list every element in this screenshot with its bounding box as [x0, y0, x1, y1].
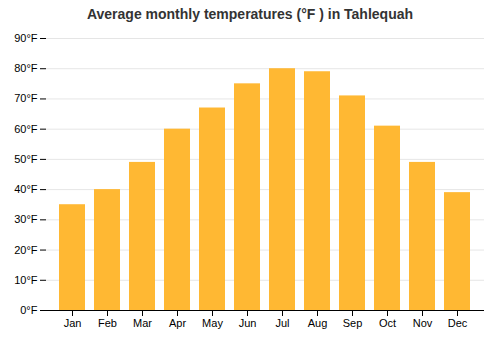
svg-text:30°F: 30°F — [14, 213, 38, 225]
svg-text:Jan: Jan — [64, 317, 82, 329]
svg-text:Jun: Jun — [239, 317, 257, 329]
svg-text:20°F: 20°F — [14, 244, 38, 256]
svg-text:40°F: 40°F — [14, 183, 38, 195]
svg-text:Feb: Feb — [98, 317, 117, 329]
svg-text:May: May — [202, 317, 223, 329]
svg-text:Mar: Mar — [133, 317, 152, 329]
svg-text:Apr: Apr — [169, 317, 186, 329]
svg-text:50°F: 50°F — [14, 153, 38, 165]
svg-text:70°F: 70°F — [14, 92, 38, 104]
svg-text:Nov: Nov — [413, 317, 433, 329]
svg-text:Oct: Oct — [379, 317, 396, 329]
svg-text:80°F: 80°F — [14, 62, 38, 74]
svg-text:60°F: 60°F — [14, 123, 38, 135]
svg-text:10°F: 10°F — [14, 274, 38, 286]
svg-text:Sep: Sep — [343, 317, 363, 329]
svg-text:Aug: Aug — [308, 317, 328, 329]
svg-text:0°F: 0°F — [20, 304, 38, 316]
svg-text:90°F: 90°F — [14, 32, 38, 44]
html-text:Average monthly temperatures (: Average monthly temperatures (°F ) in Ta… — [86, 6, 413, 22]
svg-text:Jul: Jul — [275, 317, 289, 329]
svg-text:Dec: Dec — [448, 317, 468, 329]
